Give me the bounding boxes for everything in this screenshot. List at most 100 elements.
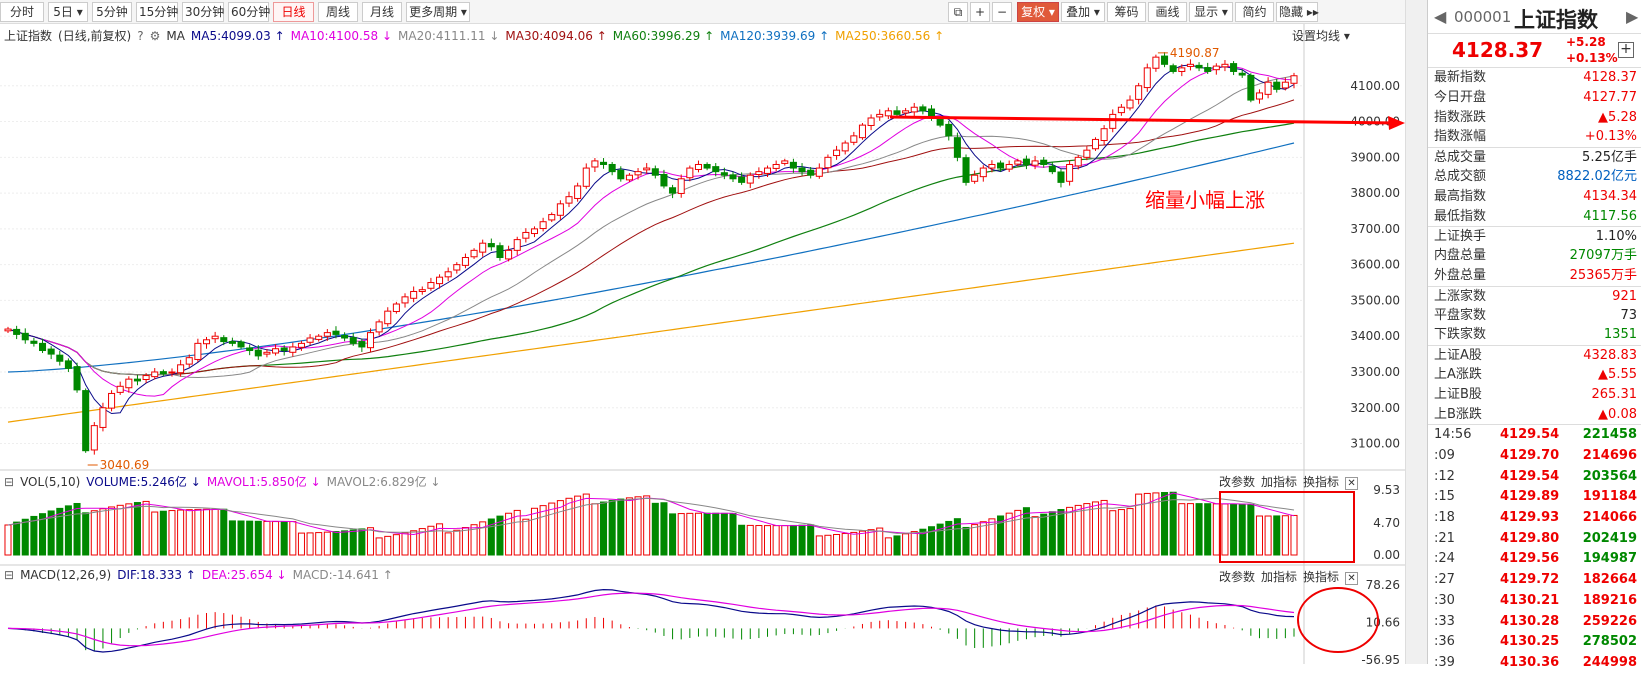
tool-button-3[interactable]: 画线	[1148, 2, 1187, 22]
volume-bar	[375, 537, 383, 556]
macd-legend-item-2: DEA:25.654 ↓	[201, 568, 287, 582]
macd-tool-0[interactable]: 改参数	[1219, 570, 1256, 584]
tick-volume: 202419	[1582, 530, 1637, 546]
stat-label: 指数涨跌	[1434, 109, 1487, 125]
zoom-in-icon[interactable]: +	[970, 2, 990, 22]
candle-body	[1109, 113, 1117, 129]
period-button-8[interactable]: 月线	[362, 2, 402, 22]
volume-bar	[651, 502, 659, 556]
candle-body	[237, 341, 245, 348]
period-button-9[interactable]: 更多周期 ▾	[406, 2, 470, 22]
y-tick-label: 3500.00	[1350, 293, 1400, 307]
period-button-2[interactable]: 5分钟	[92, 2, 132, 22]
tick-volume: 191184	[1582, 489, 1637, 505]
volume-bar	[323, 531, 331, 556]
copy-icon[interactable]: ⧉	[948, 2, 968, 22]
candle-body	[306, 337, 314, 343]
vol-tool-0[interactable]: 改参数	[1219, 475, 1256, 489]
period-button-7[interactable]: 周线	[318, 2, 358, 22]
volume-bar	[625, 497, 633, 556]
candle-body	[410, 290, 418, 299]
period-button-3[interactable]: 15分钟	[136, 2, 178, 22]
collapse-volume-icon[interactable]: ⊟	[4, 475, 15, 489]
ma-legend: 上证指数 (日线,前复权)? ⚙ MA MA5:4099.03 ↑ MA10:4100.5…	[4, 27, 950, 44]
stat-row: 今日开盘 4127.77	[1428, 88, 1641, 108]
zoom-out-icon[interactable]: −	[992, 2, 1012, 22]
vol-tool-1[interactable]: 加指标	[1261, 475, 1298, 489]
candle-body	[263, 351, 271, 355]
candle-body	[30, 340, 38, 344]
next-arrow-icon[interactable]: ▶	[1626, 7, 1639, 26]
y-tick-label: 3100.00	[1350, 437, 1400, 451]
period-button-5[interactable]: 60分钟	[228, 2, 270, 22]
macd-close-icon[interactable]: ✕	[1345, 572, 1359, 585]
tool-button-1[interactable]: 叠加 ▾	[1061, 2, 1105, 22]
candle-body	[1186, 63, 1194, 67]
volume-bar	[133, 502, 141, 556]
tool-button-2[interactable]: 筹码	[1107, 2, 1146, 22]
candle-body	[841, 142, 849, 152]
candle-body	[90, 425, 98, 451]
tick-row: :27 4129.72 182664	[1428, 570, 1641, 591]
volume-bar	[997, 515, 1005, 556]
tool-button-6[interactable]: 隐藏 ▸▸	[1276, 2, 1319, 22]
candle-body	[763, 167, 772, 174]
ma-settings-button[interactable]: 设置均线 ▾	[1292, 29, 1350, 43]
volume-bar	[1117, 509, 1125, 556]
tool-button-0[interactable]: 复权 ▾	[1017, 2, 1059, 22]
macd-tool-2[interactable]: 换指标	[1303, 570, 1340, 584]
candle-body	[332, 330, 340, 335]
period-button-4[interactable]: 30分钟	[182, 2, 224, 22]
tool-button-4[interactable]: 显示 ▾	[1189, 2, 1233, 22]
tick-row: :18 4129.93 214066	[1428, 508, 1641, 529]
volume-bar	[99, 508, 107, 556]
stat-row: 指数涨幅 +0.13%	[1428, 127, 1641, 147]
tick-volume: 182664	[1582, 572, 1637, 588]
candle-body	[1238, 72, 1246, 76]
period-button-1[interactable]: 5日 ▾	[48, 2, 88, 22]
prev-arrow-icon[interactable]: ◀	[1434, 7, 1447, 26]
volume-bar	[1109, 510, 1117, 556]
candle-body	[1031, 160, 1039, 166]
tick-price: 4129.70	[1500, 448, 1560, 464]
tick-time: :30	[1434, 592, 1455, 608]
gear-icon[interactable]: ⚙	[149, 29, 161, 43]
tool-button-5[interactable]: 简约	[1235, 2, 1274, 22]
tick-price: 4130.25	[1500, 634, 1560, 650]
volume-bar	[384, 535, 392, 556]
tick-row: :12 4129.54 203564	[1428, 467, 1641, 488]
stats-list: 最新指数 4128.37 今日开盘 4127.77 指数涨跌 ▲5.28 指数涨幅 +0.13…	[1428, 68, 1641, 424]
collapse-macd-icon[interactable]: ⊟	[4, 568, 15, 582]
vol-tool-2[interactable]: 换指标	[1303, 475, 1340, 489]
volume-bar	[1264, 515, 1272, 556]
candle-body	[660, 174, 668, 187]
tick-row: :09 4129.70 214696	[1428, 446, 1641, 467]
volume-bar	[1074, 504, 1082, 556]
volume-bar	[1186, 503, 1194, 556]
add-watchlist-icon[interactable]: +	[1618, 42, 1634, 58]
candle-body	[1048, 165, 1056, 173]
stat-row: 指数涨跌 ▲5.28	[1428, 108, 1641, 128]
macd-tool-1[interactable]: 加指标	[1261, 570, 1298, 584]
volume-bar	[1135, 493, 1143, 556]
volume-bar	[1255, 515, 1263, 556]
macd-legend-item-0: MACD(12,26,9)	[20, 568, 112, 582]
candle-body	[608, 163, 616, 173]
candle-body	[591, 160, 599, 168]
volume-bar	[669, 513, 677, 556]
candle-body	[479, 242, 487, 253]
low-label: 3040.69	[100, 458, 150, 472]
volume-bar	[21, 518, 29, 556]
period-button-0[interactable]: 分时	[0, 2, 44, 22]
help-icon[interactable]: ?	[137, 29, 144, 43]
panel-divider[interactable]	[1405, 0, 1427, 664]
volume-bar	[392, 534, 400, 556]
vol-close-icon[interactable]: ✕	[1345, 477, 1359, 490]
tick-volume: 244998	[1582, 654, 1637, 670]
volume-bar	[953, 518, 961, 556]
volume-bar	[444, 532, 452, 556]
ma-value-4: MA60:3996.29 ↑	[612, 29, 715, 43]
tick-volume: 203564	[1582, 468, 1637, 484]
volume-bar	[237, 520, 245, 556]
period-button-6[interactable]: 日线	[273, 2, 314, 22]
